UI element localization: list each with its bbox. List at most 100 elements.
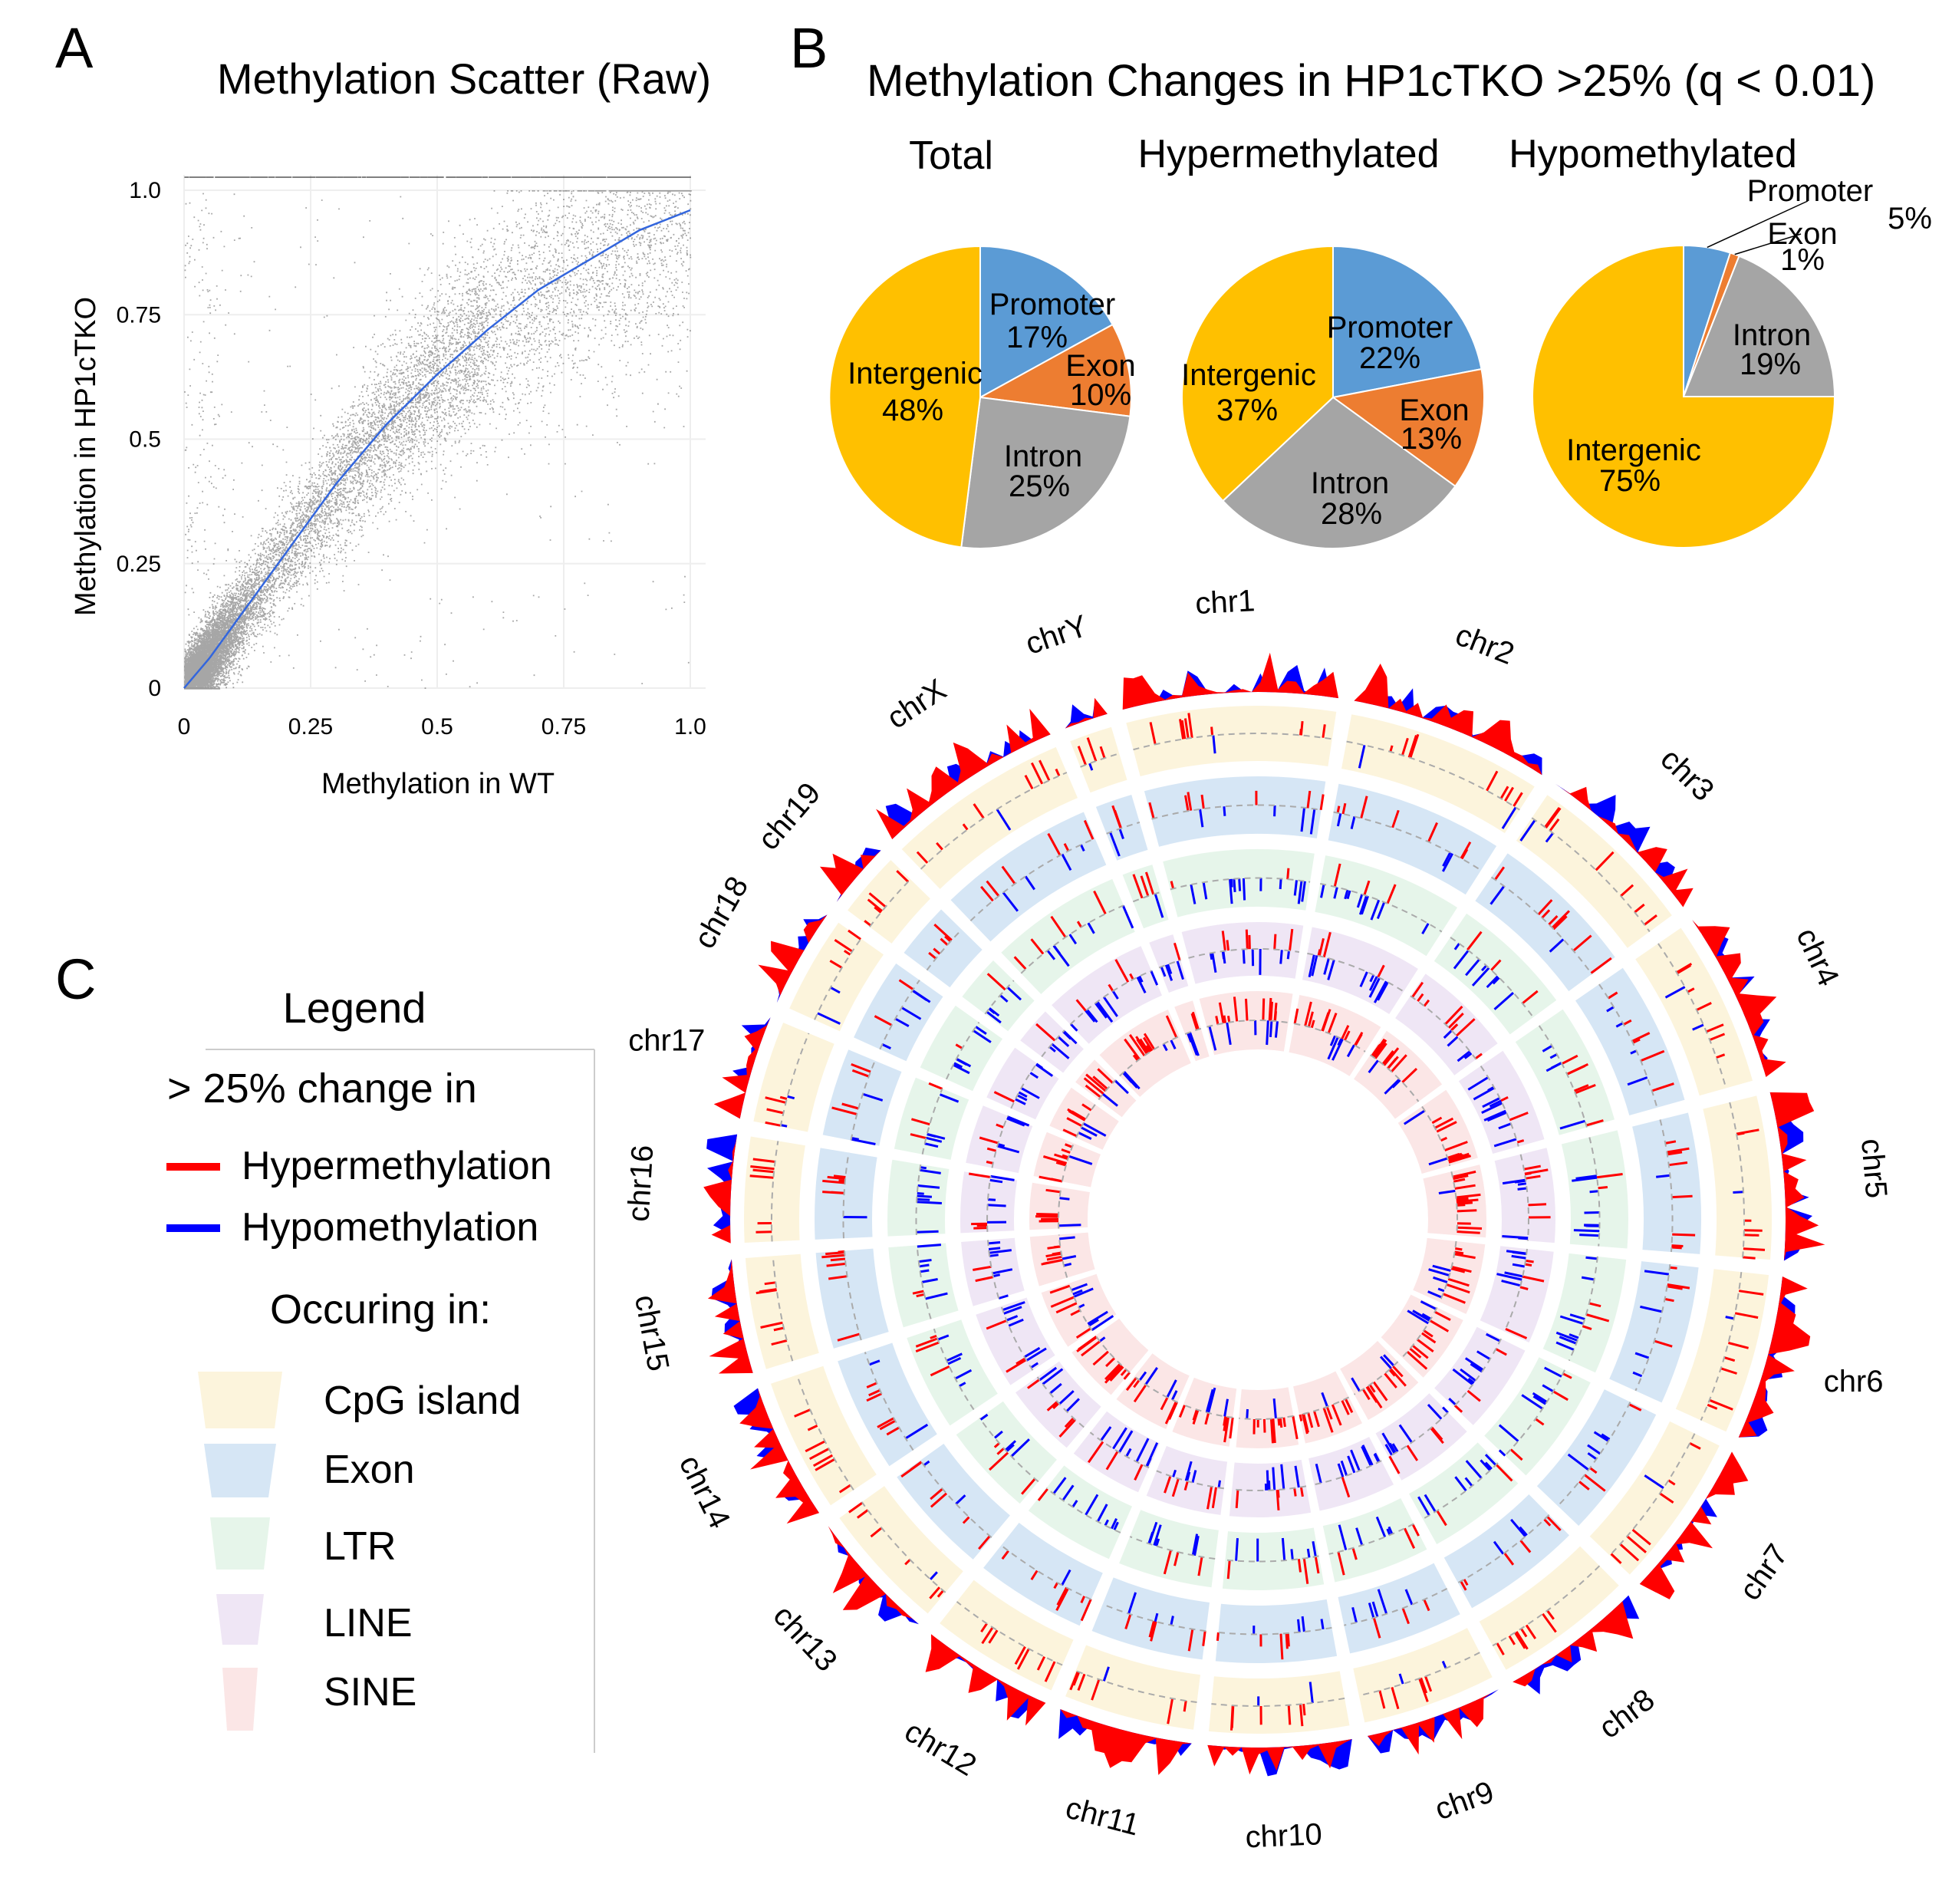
- circos-track-guide: [1068, 1283, 1093, 1332]
- circos-hypo-ticks: [1351, 1589, 1414, 1623]
- circos-hyper-ticks: [1149, 713, 1326, 745]
- circos-hypo-ticks: [1398, 1660, 1447, 1685]
- circos-track-cpg-island: [1675, 1269, 1769, 1432]
- legend-ltr-label: LTR: [324, 1524, 396, 1569]
- circos-hyper-ticks: [1596, 1173, 1623, 1190]
- circos-hypo-ticks: [1052, 1477, 1119, 1530]
- circos-hyper-ticks: [1578, 1403, 1642, 1492]
- circos-hyper-ticks: [829, 929, 861, 969]
- circos-track-cpg-island: [1589, 1421, 1720, 1575]
- circos-hypo-ticks: [1368, 1059, 1401, 1095]
- circos-hyper-ticks: [1341, 1476, 1351, 1498]
- circos-hypo-ticks: [1338, 1516, 1394, 1550]
- circos-hyper-ticks: [1608, 991, 1674, 1092]
- circos-chromosome-label: chr2: [1451, 618, 1519, 671]
- legend-exon-label: Exon: [324, 1448, 415, 1492]
- pie-slice-label: Intergenic: [1181, 358, 1316, 392]
- circos-hyper-ticks: [973, 1265, 994, 1283]
- circos-outer-hypo-density: [706, 1134, 738, 1244]
- circos-hyper-ticks: [1178, 1405, 1234, 1443]
- circos-track-exon: [904, 909, 983, 988]
- circos-outer-hyper-density: [1769, 1092, 1825, 1261]
- circos-hypo-ticks: [817, 986, 841, 1025]
- circos-hyper-ticks: [1336, 796, 1472, 860]
- circos-chromosome-label: chr5: [1855, 1138, 1893, 1200]
- circos-hypo-ticks: [1453, 943, 1514, 1010]
- circos-hypo-ticks: [1315, 1444, 1381, 1484]
- circos-track-guide: [987, 1240, 1000, 1299]
- circos-track-line: [986, 1047, 1059, 1120]
- circos-track-guide: [920, 772, 1068, 870]
- circos-track-exon: [950, 812, 1107, 942]
- circos-hypo-ticks: [1109, 828, 1124, 857]
- circos-hypo-ticks: [1068, 1155, 1093, 1165]
- pie-slice-promoter: [1332, 245, 1483, 399]
- circos-hypo-ticks: [924, 1093, 960, 1148]
- scatter-y-tick-label: 0.5: [129, 427, 161, 453]
- circos-hypo-ticks: [1002, 844, 1085, 912]
- circos-hypo-ticks: [1172, 1461, 1221, 1488]
- circos-track-guide: [1211, 1697, 1345, 1707]
- circos-hypo-ticks: [1336, 813, 1454, 872]
- circos-chromosome-label: chr11: [1062, 1791, 1143, 1843]
- circos-hyper-ticks: [1333, 863, 1397, 904]
- circos-hyper-ticks: [1361, 1365, 1407, 1409]
- circos-hypo-ticks: [1264, 1464, 1300, 1491]
- circos-hypo-ticks: [1381, 1403, 1449, 1456]
- circos-hyper-ticks: [864, 870, 910, 927]
- circos-track-guide: [1058, 1187, 1062, 1229]
- circos-hyper-ticks: [1337, 1524, 1420, 1576]
- circos-track-guide: [1328, 1523, 1414, 1555]
- pie-title: Total: [909, 133, 993, 178]
- circos-hyper-ticks: [1041, 1245, 1063, 1266]
- circos-hypo-ticks: [1122, 1039, 1177, 1090]
- circos-hyper-ticks: [1436, 1464, 1513, 1527]
- circos-outer-hyper-density: [707, 1259, 753, 1374]
- circos-track-sine: [1071, 1318, 1149, 1395]
- circos-track-ltr: [1322, 1498, 1427, 1583]
- circos-track-exon: [1475, 853, 1615, 992]
- circos-chromosome-label: chr18: [687, 871, 755, 954]
- circos-track-guide: [1151, 804, 1322, 820]
- pie-slice-intergenic: [1180, 245, 1334, 502]
- circos-chr1: chr1: [1122, 584, 1339, 1056]
- legend-ltr-swatch: [210, 1517, 270, 1570]
- circos-track-cpg-island: [1065, 1645, 1200, 1730]
- circos-track-cpg-island: [940, 1580, 1074, 1691]
- pie-slice-label: Intron: [1311, 466, 1389, 500]
- circos-hypo-ticks: [937, 1334, 973, 1388]
- pie-slice-label: Exon: [1767, 217, 1837, 251]
- circos-track-guide: [1346, 740, 1520, 811]
- circos-track-guide: [879, 980, 920, 1050]
- circos-track-guide: [915, 1164, 922, 1235]
- circos-chr4: chr4: [1397, 920, 1845, 1174]
- legend: Legend > 25% change in Hypermethylation …: [166, 983, 595, 1753]
- circos-chromosome-label: chr3: [1654, 742, 1720, 808]
- circos-hypo-ticks: [1039, 1366, 1080, 1412]
- circos-track-cpg-island: [753, 1023, 834, 1132]
- circos-hyper-ticks: [1509, 1372, 1572, 1461]
- circos-hypo-ticks: [1448, 1332, 1501, 1406]
- circos-track-guide: [1568, 1256, 1598, 1362]
- circos-outer-hyper-density: [1555, 783, 1694, 908]
- pie-slice-promoter: [979, 245, 1114, 399]
- circos-track-line: [1149, 934, 1189, 993]
- circos-hypo-ticks: [1048, 1029, 1078, 1059]
- scatter-fit-curve: [183, 209, 691, 689]
- circos-hyper-ticks: [1173, 942, 1181, 961]
- circos-track-guide: [850, 1060, 876, 1141]
- circos-hypo-ticks: [1417, 1454, 1497, 1517]
- circos-hypo-ticks: [1407, 1300, 1437, 1325]
- pie-slice-value: 25%: [1009, 469, 1070, 503]
- circos-track-guide: [1608, 1433, 1696, 1556]
- circos-hypo-ticks: [1519, 819, 1554, 843]
- pies-title: Methylation Changes in HP1cTKO >25% (q <…: [867, 56, 1875, 106]
- circos-track-guide: [1729, 1102, 1745, 1258]
- circos-track-exon: [1091, 1577, 1210, 1660]
- pie-slice-value: 5%: [1888, 202, 1932, 236]
- circos-hyper-ticks: [1039, 1143, 1073, 1183]
- circos-track-guide: [986, 1175, 992, 1232]
- pie-slice-value: 13%: [1401, 422, 1462, 456]
